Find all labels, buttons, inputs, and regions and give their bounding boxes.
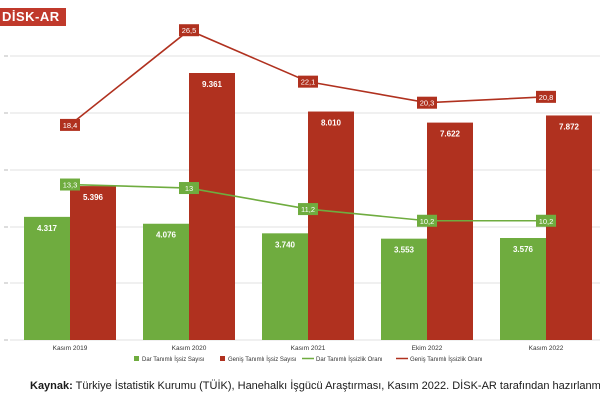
point-label-box: [179, 182, 199, 195]
bar: [308, 111, 354, 340]
point-label-box: [536, 214, 556, 227]
bar: [143, 223, 189, 340]
bar-label: 4.317: [37, 224, 58, 233]
bar-label: 9.361: [202, 80, 223, 89]
x-tick-label: Kasım 2020: [172, 345, 207, 352]
point-label-box: [298, 203, 318, 216]
point-label: 20,3: [420, 99, 435, 108]
point-label: 20,8: [539, 93, 554, 102]
point-label: 18,4: [63, 121, 78, 130]
source-label: Kaynak:: [30, 380, 73, 392]
point-label: 13: [185, 184, 193, 193]
point-label: 13,3: [63, 181, 78, 190]
bar-label: 5.396: [83, 193, 104, 202]
point-label: 22,1: [301, 78, 316, 87]
bar: [262, 233, 308, 340]
point-label: 26,5: [182, 26, 197, 35]
bar: [70, 186, 116, 340]
legend-swatch: [134, 356, 139, 361]
point-label: 10,2: [539, 217, 554, 226]
unemployment-chart: 4.317 4.076 3.740 3.553 3.576 5.396 9.361 8.010…: [4, 24, 600, 363]
bar-label: 3.553: [394, 246, 415, 255]
bar: [189, 73, 235, 340]
point-label-box: [60, 178, 80, 191]
point-label-box: [298, 75, 318, 88]
bar-label: 7.622: [440, 130, 461, 139]
legend-swatch: [220, 356, 225, 361]
bar: [381, 238, 427, 340]
bar-label: 3.740: [275, 240, 296, 249]
point-label-box: [60, 118, 80, 131]
source-text: Türkiye İstatistik Kurumu (TÜİK), Haneha…: [72, 380, 600, 392]
bar: [500, 238, 546, 340]
x-tick-label: Kasım 2022: [529, 345, 564, 352]
legend-label: Geniş Tanımlı İşsizlik Oranı: [410, 356, 483, 363]
x-tick-label: Ekim 2022: [412, 345, 443, 352]
bar: [24, 216, 70, 340]
bar-label: 7.872: [559, 122, 580, 131]
point-label: 10,2: [420, 217, 435, 226]
legend-label: Dar Tanımlı İşsizlik Oranı: [316, 356, 383, 363]
disk-ar-logo: DİSK-AR: [0, 8, 66, 26]
point-label: 11,2: [301, 205, 315, 214]
bar-label: 8.010: [321, 119, 342, 128]
bar-label: 4.076: [156, 231, 177, 240]
bar: [427, 122, 473, 340]
x-tick-label: Kasım 2021: [291, 345, 326, 352]
source-note: Kaynak: Türkiye İstatistik Kurumu (TÜİK)…: [30, 380, 600, 392]
point-label-box: [417, 96, 437, 109]
point-label-box: [179, 24, 199, 37]
x-tick-label: Kasım 2019: [53, 345, 88, 352]
bar: [546, 115, 592, 340]
legend-label: Dar Tanımlı İşsiz Sayısı: [142, 356, 205, 363]
point-label-box: [417, 214, 437, 227]
bar-label: 3.576: [513, 245, 534, 254]
legend-label: Geniş Tanımlı İşsiz Sayısı: [228, 356, 297, 363]
point-label-box: [536, 90, 556, 103]
